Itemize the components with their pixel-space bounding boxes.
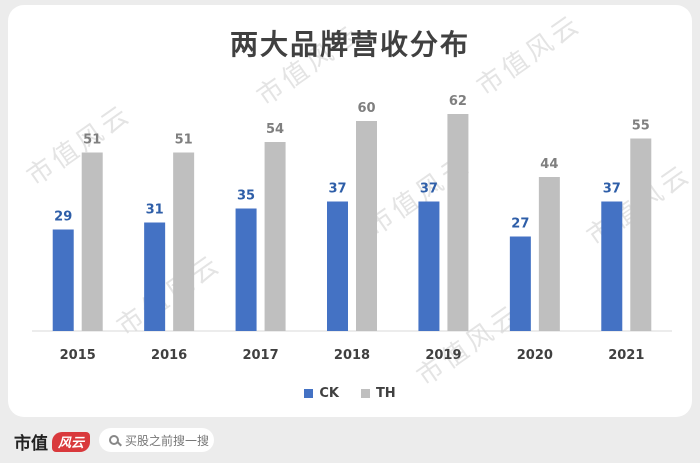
bar-th-2021 [630,138,652,331]
x-tick-label-2015: 2015 [60,348,96,363]
bar-ck-2017 [235,208,257,331]
bar-th-2020 [538,177,560,331]
chart-card: 市值风云 市值风云 市值风云 市值风云 市值风云 市值风云 市值风云 两大品牌营… [8,5,692,417]
bar-th-2016 [173,152,195,331]
bar-th-2017 [264,142,286,331]
legend-label-th: TH [375,386,396,401]
chart-title: 两大品牌营收分布 [229,28,470,61]
data-label-th-2015: 51 [83,133,101,148]
bar-ck-2015 [52,229,74,331]
legend: CK TH [8,386,692,401]
bar-th-2018 [356,121,377,331]
brand-badge: 风云 [52,431,90,452]
data-label-th-2019: 62 [449,94,467,109]
x-tick-label-2018: 2018 [334,348,370,363]
x-tick-label-2019: 2019 [425,348,461,363]
x-tick-label-2020: 2020 [517,348,553,363]
search-placeholder: 买股之前搜一搜 [125,433,210,448]
data-label-ck-2020: 27 [511,217,529,232]
bar-ck-2020 [509,236,531,331]
bar-th-2019 [447,114,469,331]
data-label-ck-2017: 35 [237,189,255,204]
bar-ck-2019 [418,201,440,331]
data-label-ck-2019: 37 [420,182,438,197]
x-tick-label-2017: 2017 [242,348,278,363]
legend-label-ck: CK [319,386,339,401]
data-label-ck-2016: 31 [146,203,164,218]
x-tick-label-2021: 2021 [608,348,644,363]
bar-ck-2018 [327,201,348,331]
bar-ck-2016 [144,222,166,331]
data-label-th-2016: 51 [175,133,193,148]
legend-swatch-th [360,389,370,398]
data-label-ck-2021: 37 [603,182,621,197]
data-label-th-2018: 60 [357,101,375,116]
footer-bar: 市值 风云 买股之前搜一搜 [0,417,700,463]
brand-logo: 市值 风云 [14,429,90,454]
data-label-th-2017: 54 [266,122,284,137]
search-icon [109,435,119,445]
data-label-ck-2018: 37 [328,182,346,197]
x-tick-label-2016: 2016 [151,348,187,363]
bar-chart: 29 51 2015 31 51 2016 35 54 2017 37 60 2018 37 62 2019… [32,94,672,363]
data-label-ck-2015: 29 [54,210,72,225]
bar-th-2015 [81,152,103,331]
bar-ck-2021 [601,201,623,331]
legend-item-th: TH [360,386,396,401]
legend-swatch-ck [304,389,314,398]
brand-text: 市值 [14,434,48,454]
legend-item-ck: CK [304,386,339,401]
data-label-th-2021: 55 [632,119,650,134]
search-box[interactable]: 买股之前搜一搜 [99,428,214,452]
data-label-th-2020: 44 [540,157,558,172]
